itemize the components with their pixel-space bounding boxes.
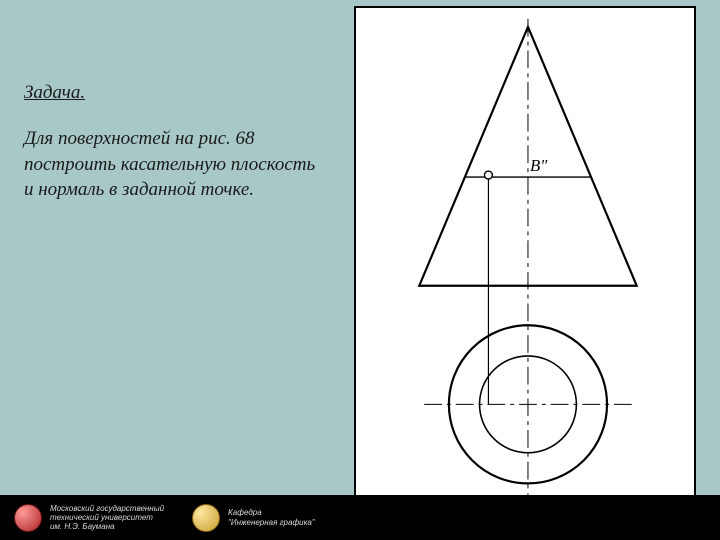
org1-line1: Московский государственный <box>50 504 164 513</box>
figure-svg: B" <box>356 8 694 518</box>
task-body: Для поверхностей на рис. 68 построить ка… <box>24 126 324 203</box>
task-title: Задача. <box>24 82 324 104</box>
content-area: Задача. Для поверхностей на рис. 68 пост… <box>0 0 720 495</box>
point-b-label: B" <box>530 156 548 175</box>
org2-line1: Кафедра <box>228 508 315 517</box>
task-text-block: Задача. Для поверхностей на рис. 68 пост… <box>24 82 324 203</box>
footer-org1-text: Московский государственный технический у… <box>50 504 164 532</box>
figure-panel: B" <box>354 6 696 520</box>
bmstu-crest-icon <box>14 504 42 532</box>
footer-org2-text: Кафедра "Инженерная графика" <box>228 508 315 526</box>
dept-crest-icon <box>192 504 220 532</box>
footer-org2: Кафедра "Инженерная графика" <box>192 504 315 532</box>
org1-line3: им. Н.Э. Баумана <box>50 522 164 531</box>
slide: Задача. Для поверхностей на рис. 68 пост… <box>0 0 720 540</box>
org1-line2: технический университет <box>50 513 164 522</box>
point-b-marker <box>484 171 492 179</box>
footer-org1: Московский государственный технический у… <box>14 504 164 532</box>
footer-bar: Московский государственный технический у… <box>0 495 720 540</box>
org2-line2: "Инженерная графика" <box>228 518 315 527</box>
